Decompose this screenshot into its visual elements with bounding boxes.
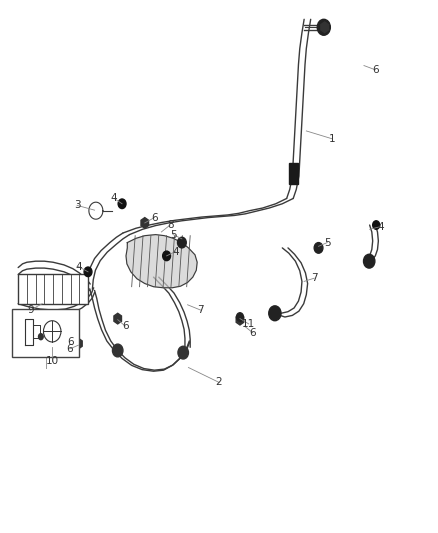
Circle shape [118,199,126,208]
Text: 2: 2 [215,377,223,387]
Text: 4: 4 [75,262,82,271]
Text: 4: 4 [172,247,179,256]
Polygon shape [141,217,148,228]
Text: 5: 5 [324,238,331,247]
Text: 1: 1 [329,134,336,144]
Circle shape [84,267,92,277]
Polygon shape [236,314,244,325]
Text: 5: 5 [170,230,177,240]
Polygon shape [114,313,121,324]
Text: 6: 6 [67,337,74,347]
Text: 6: 6 [372,65,378,75]
Text: 7: 7 [311,273,318,283]
Polygon shape [321,22,328,33]
Circle shape [113,344,123,357]
Bar [289,163,298,184]
Circle shape [364,254,375,268]
Text: 7: 7 [198,305,204,315]
Circle shape [178,346,188,359]
Text: 6: 6 [122,321,128,331]
Text: 6: 6 [250,328,256,338]
Polygon shape [74,338,82,349]
Text: 11: 11 [242,319,255,329]
Circle shape [373,221,380,229]
Circle shape [314,243,323,253]
Circle shape [162,251,170,261]
Circle shape [317,19,330,35]
Circle shape [237,313,244,321]
Circle shape [177,237,186,248]
Text: 3: 3 [74,200,81,211]
Text: 4: 4 [377,222,384,232]
Circle shape [269,306,281,321]
Text: 9: 9 [27,305,34,315]
Text: 8: 8 [167,220,173,230]
Circle shape [38,333,44,341]
Text: 6: 6 [151,213,158,223]
Text: 4: 4 [111,193,117,204]
Bar [12,309,79,357]
Bar [18,274,88,304]
Text: 6: 6 [67,344,73,354]
Polygon shape [126,235,197,288]
Text: 10: 10 [46,356,59,366]
